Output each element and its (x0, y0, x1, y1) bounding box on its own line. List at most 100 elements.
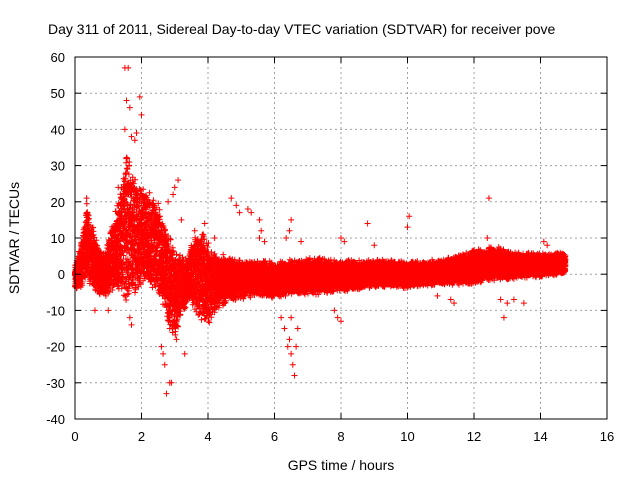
data-point (138, 111, 145, 118)
y-tick-label: 30 (51, 159, 65, 174)
data-point (288, 314, 295, 321)
x-tick-label: 0 (71, 429, 78, 444)
data-point (131, 137, 138, 144)
y-tick-label: -40 (46, 412, 65, 427)
data-point (286, 227, 293, 234)
data-point (520, 300, 527, 307)
data-point (163, 390, 170, 397)
data-point (497, 296, 504, 303)
data-point (504, 300, 511, 307)
y-tick-label: 60 (51, 50, 65, 65)
data-point (261, 238, 268, 245)
data-point (283, 235, 290, 241)
data-point (236, 209, 243, 216)
data-point (256, 235, 263, 241)
data-point (331, 307, 338, 314)
data-point (291, 372, 298, 379)
data-point (178, 216, 185, 223)
data-point (278, 314, 285, 321)
x-tick-labels: 0 2 4 6 8 10 12 14 16 (71, 429, 614, 444)
data-point (133, 130, 140, 137)
data-point (228, 195, 235, 202)
data-point (168, 379, 175, 386)
data-point (128, 133, 135, 140)
data-point (125, 64, 132, 71)
data-point (161, 361, 168, 368)
data-point (434, 292, 441, 299)
data-point (181, 350, 188, 357)
data-point (171, 184, 178, 191)
data-point (406, 213, 413, 220)
axis-ticks (74, 56, 608, 420)
data-point (544, 242, 551, 249)
data-point (484, 235, 491, 241)
data-point (233, 202, 240, 209)
data-point (288, 350, 295, 357)
data-point (447, 296, 454, 303)
data-point (166, 325, 173, 332)
data-point (258, 227, 265, 234)
y-tick-label: 10 (51, 231, 65, 246)
x-tick-label: 16 (600, 429, 614, 444)
data-point (115, 184, 122, 191)
y-tick-label: 50 (51, 86, 65, 101)
data-point (248, 209, 255, 216)
data-point (136, 93, 143, 100)
data-point (201, 220, 208, 227)
data-point (298, 238, 305, 245)
data-point (288, 216, 295, 223)
data-point (121, 126, 128, 133)
data-point (126, 314, 133, 321)
data-point (371, 242, 378, 249)
data-point (284, 343, 291, 350)
chart-title: Day 311 of 2011, Sidereal Day-to-day VTE… (48, 21, 556, 37)
data-point (128, 321, 135, 328)
data-point (364, 220, 371, 227)
x-tick-label: 4 (204, 429, 211, 444)
data-point (338, 318, 344, 325)
data-point (126, 104, 133, 111)
x-tick-label: 12 (467, 429, 481, 444)
data-point (294, 325, 301, 332)
data-point (170, 191, 177, 198)
data-point (105, 307, 112, 314)
data-point (83, 195, 90, 202)
y-tick-labels: -40 -30 -20 -10 0 10 20 30 40 50 60 (46, 50, 65, 427)
y-tick-label: -10 (46, 303, 65, 318)
y-tick-label: 40 (51, 122, 65, 137)
data-point (510, 296, 517, 303)
data-point (485, 195, 492, 202)
data-point (91, 307, 98, 314)
data-point (160, 350, 167, 357)
data-point (175, 177, 182, 184)
x-tick-label: 6 (271, 429, 278, 444)
data-point (211, 235, 218, 241)
data-point (165, 198, 172, 205)
data-point (158, 343, 165, 350)
data-point (244, 206, 251, 213)
data-point (256, 216, 263, 223)
data-point (281, 325, 288, 332)
x-tick-label: 2 (138, 429, 145, 444)
data-point (286, 336, 293, 343)
x-tick-label: 8 (337, 429, 344, 444)
data-point (404, 224, 411, 231)
data-point (540, 238, 547, 245)
data-point (334, 314, 341, 321)
data-point (191, 227, 198, 234)
x-tick-label: 10 (400, 429, 414, 444)
data-point (293, 343, 300, 350)
y-tick-label: 0 (58, 267, 65, 282)
data-point (289, 361, 296, 368)
data-point (500, 314, 507, 321)
data-point (123, 97, 130, 104)
x-tick-label: 14 (533, 429, 547, 444)
data-points (72, 64, 569, 397)
y-tick-label: 20 (51, 195, 65, 210)
y-axis-label: SDTVAR / TECUs (6, 182, 22, 294)
y-tick-label: -30 (46, 376, 65, 391)
data-point (341, 238, 348, 245)
x-axis-label: GPS time / hours (288, 457, 395, 473)
data-point (173, 336, 180, 343)
